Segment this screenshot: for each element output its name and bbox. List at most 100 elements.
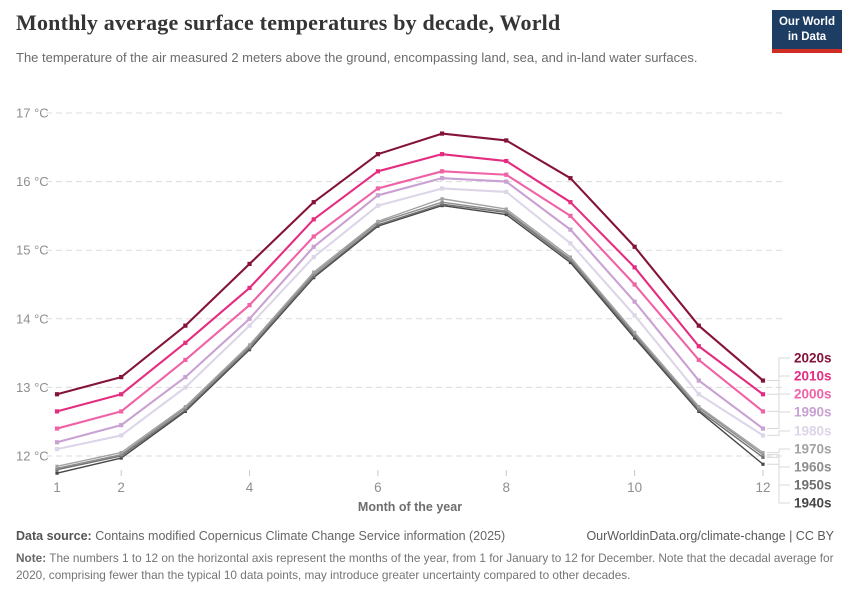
data-point-1990s [760,426,766,431]
legend-connector-1980s [767,430,790,436]
data-point-1940s [55,471,59,475]
data-point-1980s [375,203,380,208]
legend-label-1980s: 1980s [794,424,832,439]
chart-footer: Data source: Contains modified Copernicu… [16,529,834,584]
data-point-2010s [119,392,124,397]
data-point-1970s [568,255,573,259]
series-line-1940s [56,204,764,474]
y-axis-tick-label: 17 °C [16,106,49,121]
chart-note: Note: The numbers 1 to 12 on the horizon… [16,550,834,584]
legend-connector-1970s [767,448,790,454]
data-point-2010s [183,340,188,345]
series-line-1970s [56,198,764,467]
x-axis-tick-label: 6 [374,480,382,495]
x-axis-tick-label: 8 [503,480,511,495]
legend-connector-1990s [767,411,790,430]
data-point-1990s [311,244,316,249]
series-line-1960s [56,201,764,470]
data-point-1960s [568,257,573,261]
data-point-1970s [440,197,444,201]
data-point-1980s [504,189,509,194]
x-axis-tick-label: 1 [53,480,61,495]
data-point-1970s [697,405,701,409]
data-point-2020s [504,138,509,143]
data-point-1940s [568,260,573,265]
note-label: Note: [16,551,47,565]
data-point-2010s [375,169,380,174]
source-row: Data source: Contains modified Copernicu… [16,529,834,543]
data-point-2020s [632,244,637,249]
data-point-1990s [54,440,60,445]
legend-label-2000s: 2000s [794,387,832,402]
owid-logo-line2: in Data [787,30,827,43]
data-point-2020s [375,152,380,157]
data-point-1950s [633,334,637,338]
data-point-1970s [183,405,187,409]
data-point-1960s [312,272,316,276]
data-point-1970s [247,343,252,347]
data-point-1950s [312,274,316,278]
data-point-1950s [697,408,701,412]
data-point-1970s [633,330,637,335]
data-point-2020s [696,323,701,328]
data-point-2010s [760,392,766,397]
data-point-2000s [54,426,60,431]
data-point-1980s [439,186,445,191]
data-point-2000s [439,169,445,174]
data-point-2020s [568,176,573,181]
data-point-1980s [632,313,637,318]
data-point-1980s [54,447,60,452]
data-point-2020s [119,375,124,380]
x-axis-tick-label: 2 [117,480,125,495]
data-point-1980s [247,323,252,328]
data-point-1970s [504,207,508,211]
data-point-1980s [568,241,573,246]
data-point-1990s [119,423,124,428]
owid-logo-line1: Our World [778,16,835,28]
data-point-1980s [119,433,124,438]
series-line-1990s [56,177,764,444]
data-point-2020s [311,200,316,205]
data-point-1940s [633,336,637,340]
y-axis-tick-label: 14 °C [16,311,49,326]
data-point-2020s [760,378,766,383]
owid-link[interactable]: OurWorldinData.org/climate-change | CC B… [586,529,834,543]
data-point-2010s [439,152,445,157]
y-axis-tick-label: 15 °C [16,243,49,258]
y-axis-tick-label: 12 °C [16,449,49,464]
legend-label-1960s: 1960s [794,460,832,475]
data-point-1990s [183,375,188,380]
data-point-1990s [632,299,637,304]
data-point-1970s [312,270,316,274]
data-point-1960s [55,466,59,470]
data-point-2000s [311,234,316,239]
data-point-1980s [696,392,701,397]
x-axis-tick-label: 4 [246,480,254,495]
data-point-1980s [183,385,188,390]
data-point-2000s [760,409,766,414]
data-point-2000s [183,357,188,363]
owid-logo: Our World in Data [772,10,842,53]
data-point-1960s [119,453,123,457]
page-title: Monthly average surface temperatures by … [16,10,561,35]
data-point-2000s [119,409,124,414]
data-point-2000s [375,186,380,191]
data-point-1980s [760,433,766,438]
legend-label-1970s: 1970s [794,442,832,457]
data-point-1970s [55,464,59,468]
line-chart: 12 °C13 °C14 °C15 °C16 °C17 °C1 2 4 6 8 10 12M… [16,106,832,515]
data-point-2020s [54,392,60,397]
data-point-1950s [440,202,444,206]
series-line-2000s [56,170,764,430]
series-line-1950s [56,203,764,471]
data-point-1960s [440,200,444,204]
series-line-1980s [56,187,764,451]
data-source-label: Data source: [16,529,92,543]
data-point-2010s [247,285,252,291]
data-point-1970s [376,219,380,223]
data-point-1960s [504,209,508,213]
legend-connector-2010s [767,375,790,395]
data-point-2020s [247,261,252,267]
data-point-1990s [504,179,509,184]
legend-label-1940s: 1940s [794,496,832,511]
